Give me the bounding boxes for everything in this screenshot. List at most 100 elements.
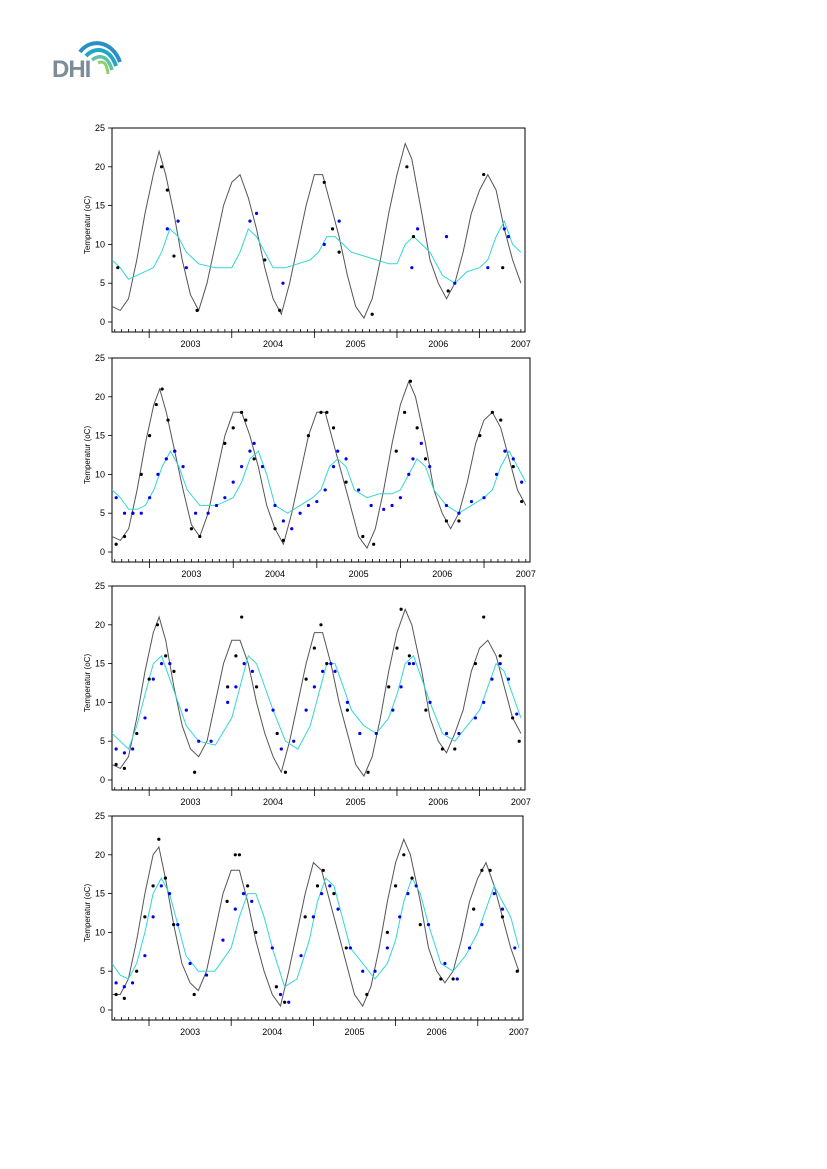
data-point-measured-bottom (513, 946, 517, 950)
data-point-measured-bottom (348, 946, 352, 950)
data-point-measured-bottom (385, 946, 389, 950)
data-point-measured-surface (114, 542, 118, 546)
x-tick-label: 2006 (428, 339, 448, 349)
data-point-measured-bottom (281, 519, 285, 523)
data-point-measured-bottom (333, 669, 337, 673)
data-point-measured-bottom (382, 507, 386, 511)
data-point-measured-bottom (176, 923, 180, 927)
data-point-measured-surface (498, 654, 502, 658)
data-point-measured-bottom (122, 751, 126, 755)
data-point-measured-surface (511, 716, 515, 720)
data-point-measured-bottom (482, 496, 486, 500)
data-point-measured-surface (344, 946, 348, 950)
data-point-measured-bottom (311, 915, 315, 919)
x-tick-label: 2005 (344, 1027, 364, 1037)
data-point-measured-surface (304, 677, 308, 681)
x-tick-label: 2005 (349, 569, 369, 579)
y-axis-label: Temperatur (oC) (83, 884, 92, 943)
data-point-measured-bottom (406, 892, 410, 896)
data-point-measured-bottom (414, 884, 418, 888)
data-point-measured-bottom (292, 739, 296, 743)
data-point-measured-surface (189, 527, 194, 531)
data-point-measured-bottom (159, 662, 164, 666)
series-line-model-surface (112, 607, 522, 778)
data-point-measured-surface (122, 534, 127, 539)
plot-frame (111, 127, 526, 333)
data-point-measured-surface (330, 227, 335, 231)
data-point-measured-bottom (457, 511, 461, 515)
data-point-measured-bottom (426, 923, 431, 927)
data-point-measured-surface (370, 312, 374, 316)
data-point-measured-bottom (260, 465, 265, 469)
data-point-measured-surface (457, 519, 461, 523)
data-point-measured-bottom (148, 496, 152, 500)
data-point-measured-bottom (206, 511, 210, 515)
data-point-measured-bottom (114, 496, 118, 500)
data-point-measured-surface (278, 308, 282, 312)
data-point-measured-surface (490, 410, 494, 414)
chart-panel-1: 0 5 10 15 20 25 Temperatur (oC) 2003 2004 2005 200… (83, 123, 531, 349)
data-point-measured-surface (166, 418, 170, 422)
y-tick-label: 15 (95, 889, 105, 899)
data-point-measured-bottom (455, 977, 459, 981)
y-tick-label: 25 (95, 353, 105, 363)
data-point-measured-surface (226, 685, 230, 689)
data-point-measured-surface (122, 996, 126, 1000)
data-point-measured-surface (244, 418, 248, 422)
x-tick-label: 2007 (511, 339, 531, 349)
data-point-measured-bottom (143, 954, 147, 958)
data-point-measured-surface (403, 410, 407, 414)
data-point-measured-bottom (143, 716, 147, 720)
data-point-measured-bottom (361, 969, 365, 973)
data-point-measured-bottom (398, 496, 403, 500)
data-point-measured-bottom (278, 992, 283, 997)
data-point-measured-bottom (391, 708, 395, 712)
data-point-measured-surface (275, 731, 279, 736)
data-point-measured-surface (405, 165, 409, 169)
x-tick-label: 2003 (180, 339, 200, 349)
data-point-measured-surface (195, 308, 199, 312)
data-point-measured-surface (365, 992, 369, 997)
data-point-measured-surface (515, 969, 519, 973)
data-point-measured-surface (246, 884, 250, 888)
data-point-measured-bottom (131, 511, 135, 515)
data-point-measured-surface (331, 426, 336, 430)
data-point-measured-bottom (428, 465, 432, 469)
y-axis-label: Temperatur (oC) (83, 426, 92, 485)
data-point-measured-bottom (250, 669, 255, 673)
series-line-model-bottom (112, 450, 527, 514)
data-point-measured-surface (325, 662, 329, 666)
data-point-measured-bottom (184, 266, 188, 270)
data-point-measured-surface (139, 472, 143, 476)
data-point-measured-surface (151, 884, 155, 888)
data-point-measured-surface (408, 379, 413, 383)
data-point-measured-surface (172, 254, 176, 258)
data-point-measured-surface (273, 527, 277, 531)
data-point-measured-surface (148, 434, 152, 438)
data-point-measured-surface (446, 289, 450, 293)
data-point-measured-bottom (374, 731, 378, 736)
data-point-measured-surface (254, 685, 259, 689)
data-point-measured-surface (192, 992, 196, 997)
data-point-measured-bottom (312, 685, 316, 689)
y-tick-label: 10 (95, 469, 105, 479)
y-tick-label: 5 (100, 736, 105, 746)
data-point-measured-bottom (511, 457, 515, 461)
y-tick-label: 15 (95, 659, 105, 669)
data-point-measured-bottom (482, 700, 486, 704)
data-point-measured-bottom (506, 677, 511, 681)
y-tick-label: 15 (95, 201, 105, 211)
data-point-measured-surface (440, 747, 444, 751)
y-tick-label: 25 (95, 123, 105, 133)
data-point-measured-bottom (165, 227, 169, 231)
data-point-measured-bottom (467, 946, 472, 950)
data-point-measured-surface (499, 418, 503, 422)
data-point-measured-bottom (271, 708, 275, 712)
series-group (112, 141, 522, 320)
y-tick-label: 0 (100, 547, 105, 557)
data-point-measured-surface (418, 923, 422, 927)
data-point-measured-bottom (500, 907, 505, 911)
data-point-measured-bottom (151, 677, 155, 681)
data-point-measured-bottom (390, 503, 394, 508)
data-point-measured-bottom (407, 662, 411, 666)
